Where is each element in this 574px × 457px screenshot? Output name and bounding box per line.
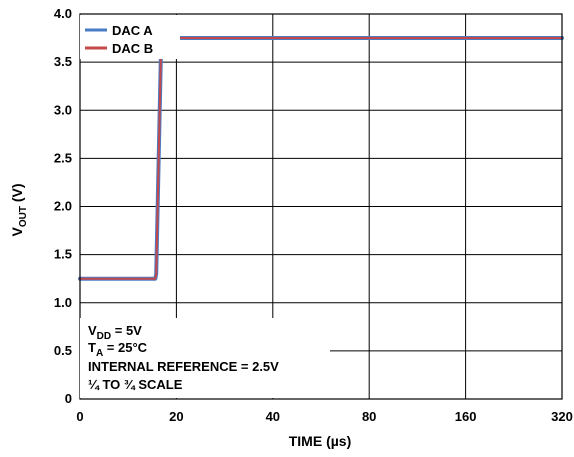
annotation-box bbox=[80, 318, 330, 398]
annotation-ta: TA = 25°C bbox=[88, 340, 148, 359]
y-tick-label: 0 bbox=[65, 391, 72, 406]
x-tick-label: 320 bbox=[551, 409, 573, 424]
legend-box bbox=[80, 15, 180, 59]
x-tick-label: 0 bbox=[76, 409, 83, 424]
y-tick-label: 1.5 bbox=[54, 247, 72, 262]
y-tick-label: 3.0 bbox=[54, 102, 72, 117]
annotation-scale: ¼ TO ¾ SCALE bbox=[88, 377, 183, 392]
y-tick-label: 4.0 bbox=[54, 6, 72, 21]
annotation-vdd: VDD = 5V bbox=[88, 323, 142, 342]
x-tick-label: 20 bbox=[169, 409, 183, 424]
x-tick-label: 40 bbox=[266, 409, 280, 424]
y-axis-title: VOUT (V) bbox=[9, 183, 29, 236]
y-tick-label: 1.0 bbox=[54, 295, 72, 310]
x-tick-labels: 0 20 40 80 160 320 bbox=[76, 409, 572, 424]
x-tick-label: 80 bbox=[362, 409, 376, 424]
y-tick-label: 2.0 bbox=[54, 199, 72, 214]
plot-frame bbox=[79, 13, 563, 400]
y-tick-labels: 0 0.5 1.0 1.5 2.0 2.5 3.0 3.5 4.0 bbox=[54, 6, 72, 406]
y-tick-label: 3.5 bbox=[54, 54, 72, 69]
legend: DAC A DAC B bbox=[80, 15, 180, 59]
legend-label-dac-b: DAC B bbox=[112, 41, 153, 56]
legend-label-dac-a: DAC A bbox=[112, 23, 153, 38]
annotation-internal-reference: INTERNAL REFERENCE = 2.5V bbox=[88, 359, 279, 374]
conditions-annotation: VDD = 5V TA = 25°C INTERNAL REFERENCE = … bbox=[80, 318, 330, 398]
x-tick-label: 160 bbox=[455, 409, 477, 424]
y-tick-label: 0.5 bbox=[54, 343, 72, 358]
plot-border bbox=[79, 13, 563, 400]
y-tick-label: 2.5 bbox=[54, 150, 72, 165]
x-axis-title: TIME (µs) bbox=[289, 433, 352, 449]
